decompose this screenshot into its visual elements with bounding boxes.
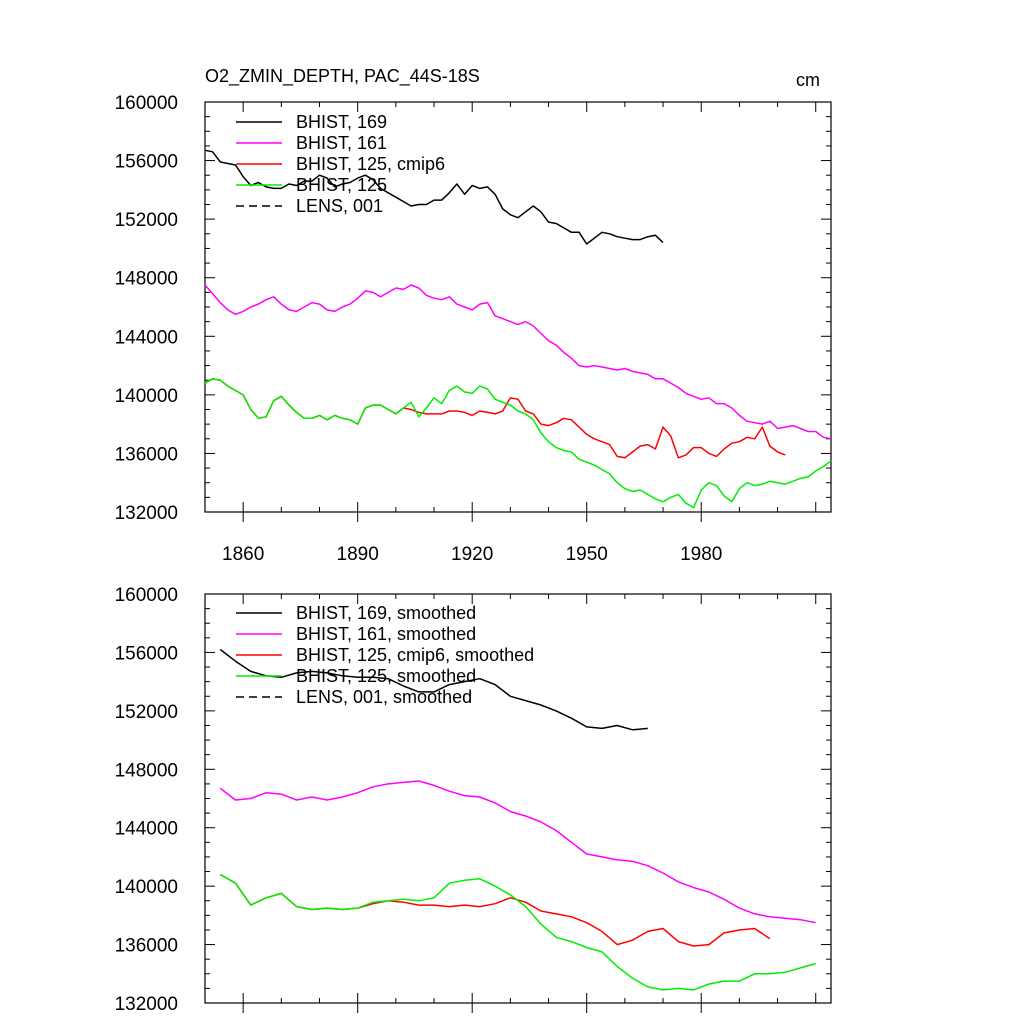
legend-label: LENS, 001: [296, 196, 383, 216]
chart-title: O2_ZMIN_DEPTH, PAC_44S-18S: [205, 66, 480, 87]
y-tick-label: 152000: [115, 702, 178, 723]
x-tick-label: 1950: [566, 544, 608, 565]
y-tick-label: 148000: [115, 760, 178, 781]
y-tick-label: 136000: [115, 444, 178, 465]
bottom-panel: 160000 156000 152000 148000 144000 140000 1360…: [115, 585, 832, 1015]
y-tick-label: 156000: [115, 643, 178, 664]
y-tick-label: 140000: [115, 877, 178, 898]
top-panel: O2_ZMIN_DEPTH, PAC_44S-18S cm 160000 1560…: [115, 66, 832, 565]
series-line-bhist-125: [204, 378, 832, 509]
series-line-bhist-169: [219, 648, 648, 731]
legend-label: LENS, 001, smoothed: [296, 687, 472, 707]
y-tick-label: 132000: [115, 503, 178, 524]
legend-label: BHIST, 125, cmip6, smoothed: [296, 645, 534, 665]
units-label: cm: [796, 70, 820, 90]
legend-label: BHIST, 125: [296, 175, 387, 195]
y-tick-label: 152000: [115, 210, 178, 231]
y-tick-label: 144000: [115, 819, 178, 840]
legend-label: BHIST, 161: [296, 133, 387, 153]
series-line-bhist-169: [204, 149, 664, 245]
y-tick-label: 136000: [115, 936, 178, 957]
bottom-plot-area: 160000 156000 152000 148000 144000 140000 1360…: [115, 585, 832, 1015]
y-tick-label: 156000: [115, 152, 178, 173]
y-tick-label: 160000: [115, 93, 178, 114]
x-tick-label: 1980: [680, 544, 722, 565]
y-tick-label: 160000: [115, 585, 178, 606]
y-tick-label: 132000: [115, 994, 178, 1015]
y-tick-label: 144000: [115, 327, 178, 348]
series-line-bhist-161: [204, 284, 832, 440]
series-line-bhist-161: [219, 780, 816, 924]
y-tick-label: 140000: [115, 386, 178, 407]
legend-label: BHIST, 125, smoothed: [296, 666, 476, 686]
x-tick-label: 1920: [451, 544, 493, 565]
y-tick-label: 148000: [115, 269, 178, 290]
x-tick-label: 1890: [337, 544, 379, 565]
legend-label: BHIST, 169: [296, 112, 387, 132]
top-plot-area: 160000 156000 152000 148000 144000 140000 1360…: [115, 93, 832, 565]
series-line-bhist-125: [219, 873, 816, 991]
legend-label: BHIST, 125, cmip6: [296, 154, 445, 174]
legend-label: BHIST, 169, smoothed: [296, 603, 476, 623]
x-tick-label: 1860: [222, 544, 264, 565]
series-line-bhist-125-cmip6: [204, 378, 786, 459]
legend-label: BHIST, 161, smoothed: [296, 624, 476, 644]
